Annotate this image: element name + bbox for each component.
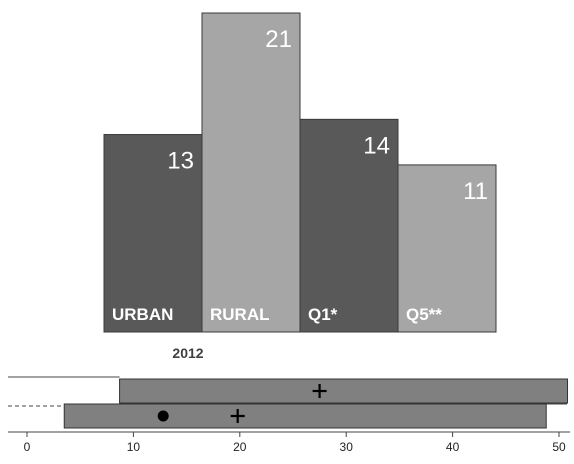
bar-chart: 13 URBAN 21 RURAL 14 Q1* 11 Q5** [103, 12, 497, 333]
bar-value-label: 21 [265, 26, 292, 53]
x-tick-label: 10 [127, 440, 141, 454]
bar [103, 134, 203, 333]
range-box [63, 403, 547, 429]
bar-value-label: 13 [167, 148, 194, 175]
x-tick-label: 30 [340, 440, 354, 454]
range-box [119, 378, 569, 404]
category-label: RURAL [210, 305, 270, 324]
category-label: Q1* [308, 305, 338, 324]
x-tick-label: 20 [233, 440, 247, 454]
bar-value-label: 11 [463, 178, 488, 205]
bar [299, 118, 399, 333]
bar-value-label: 14 [363, 132, 390, 159]
x-tick-label: 50 [552, 440, 566, 454]
point-marker [157, 410, 169, 422]
bar [397, 164, 497, 333]
x-tick-label: 0 [24, 440, 31, 454]
year-label: 2012 [172, 345, 203, 361]
range-box-chart: 0 10 20 30 40 50 [8, 376, 570, 454]
x-tick-label: 40 [446, 440, 460, 454]
category-label: URBAN [112, 305, 173, 324]
category-label: Q5** [406, 305, 442, 324]
bar [201, 12, 301, 333]
